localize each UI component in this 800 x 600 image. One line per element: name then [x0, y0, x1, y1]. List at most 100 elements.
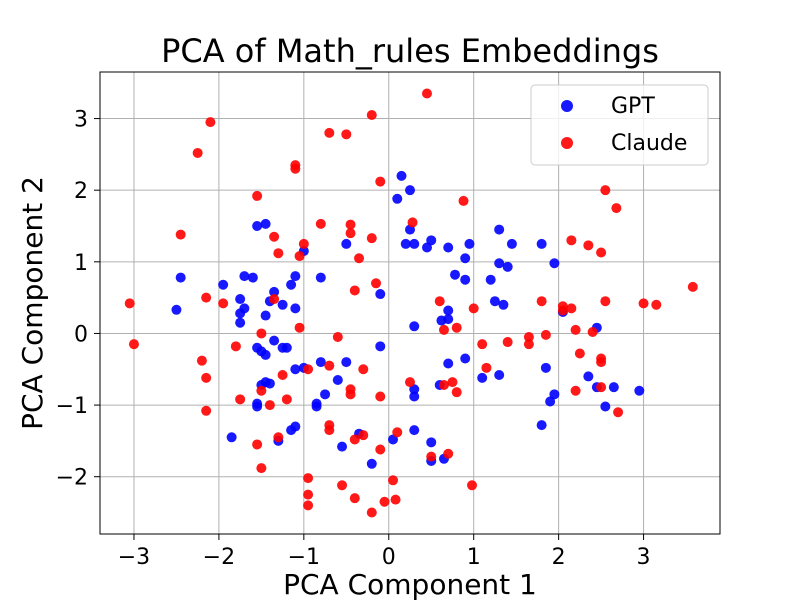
point-gpt [392, 193, 403, 204]
point-gpt [409, 425, 420, 436]
point-claude [536, 296, 547, 307]
point-gpt [290, 303, 301, 314]
point-claude [638, 298, 649, 309]
point-claude [290, 163, 301, 174]
point-claude [366, 109, 377, 120]
point-claude [192, 147, 203, 158]
point-claude [557, 305, 568, 316]
point-claude [687, 281, 698, 292]
plot-frame [99, 71, 721, 535]
point-claude [407, 217, 418, 228]
point-claude [477, 339, 488, 350]
point-claude [438, 380, 449, 391]
point-gpt [498, 299, 509, 310]
point-claude [613, 407, 624, 418]
point-claude [324, 425, 335, 436]
legend-marker-gpt [561, 100, 573, 112]
point-claude [481, 362, 492, 373]
point-gpt [260, 349, 271, 360]
point-gpt [608, 382, 619, 393]
y-tick-label: 0 [74, 322, 88, 347]
point-gpt [311, 401, 322, 412]
point-claude [303, 473, 314, 484]
chart-title: PCA of Math_rules Embeddings [161, 32, 659, 70]
point-claude [269, 294, 280, 305]
point-gpt [171, 304, 182, 315]
point-gpt [634, 385, 645, 396]
point-gpt [341, 238, 352, 249]
point-gpt [286, 279, 297, 290]
point-gpt [320, 389, 331, 400]
point-gpt [600, 401, 611, 412]
x-tick-label: −2 [203, 545, 235, 570]
point-claude [256, 385, 267, 396]
point-gpt [235, 294, 246, 305]
point-claude [124, 298, 135, 309]
point-claude [596, 382, 607, 393]
point-gpt [494, 224, 505, 235]
x-axis-ticks: −3 −2 −1 0 1 2 3 [118, 534, 651, 570]
point-claude [375, 391, 386, 402]
point-claude [574, 348, 585, 359]
point-gpt [536, 420, 547, 431]
point-gpt [337, 441, 348, 452]
point-claude [375, 444, 386, 455]
x-tick-label: 3 [637, 545, 651, 570]
point-gpt [536, 238, 547, 249]
point-gpt [583, 371, 594, 382]
point-claude [256, 328, 267, 339]
point-gpt [332, 375, 343, 385]
point-claude [451, 387, 462, 398]
point-gpt [489, 296, 500, 307]
point-claude [570, 385, 581, 396]
point-gpt [545, 396, 556, 407]
point-claude [205, 117, 216, 128]
point-claude [298, 238, 309, 249]
point-gpt [396, 170, 407, 181]
point-claude [523, 332, 534, 343]
point-claude [273, 432, 284, 443]
point-gpt [252, 398, 263, 409]
point-gpt [443, 305, 454, 316]
point-claude [252, 439, 263, 450]
point-claude [600, 296, 611, 307]
point-gpt [464, 238, 475, 249]
point-claude [230, 341, 241, 352]
point-gpt [315, 357, 326, 368]
point-claude [600, 185, 611, 196]
point-claude [277, 369, 288, 380]
point-claude [390, 494, 401, 505]
point-gpt [239, 271, 250, 282]
y-tick-label: 2 [74, 179, 88, 204]
point-gpt [290, 364, 301, 375]
point-claude [467, 480, 477, 491]
point-gpt [366, 458, 377, 469]
x-tick-label: 1 [467, 545, 481, 570]
point-gpt [409, 391, 420, 402]
point-claude [566, 303, 577, 314]
point-claude [201, 405, 212, 416]
point-gpt [549, 258, 560, 269]
point-gpt [421, 242, 432, 253]
point-claude [366, 507, 377, 518]
point-claude [392, 427, 403, 438]
point-gpt [400, 238, 411, 249]
point-gpt [226, 432, 237, 443]
point-claude [502, 337, 513, 348]
point-claude [366, 233, 377, 244]
legend-label-claude: Claude [611, 131, 687, 156]
point-claude [358, 364, 369, 375]
point-claude [405, 377, 415, 388]
point-claude [269, 231, 280, 242]
point-gpt [443, 242, 454, 253]
x-tick-label: 2 [552, 545, 566, 570]
point-claude [337, 480, 348, 491]
point-claude [426, 451, 437, 462]
point-claude [341, 129, 352, 140]
point-claude [175, 229, 186, 240]
point-claude [264, 400, 275, 411]
point-claude [273, 248, 284, 259]
point-claude [128, 339, 139, 350]
point-claude [303, 364, 314, 375]
